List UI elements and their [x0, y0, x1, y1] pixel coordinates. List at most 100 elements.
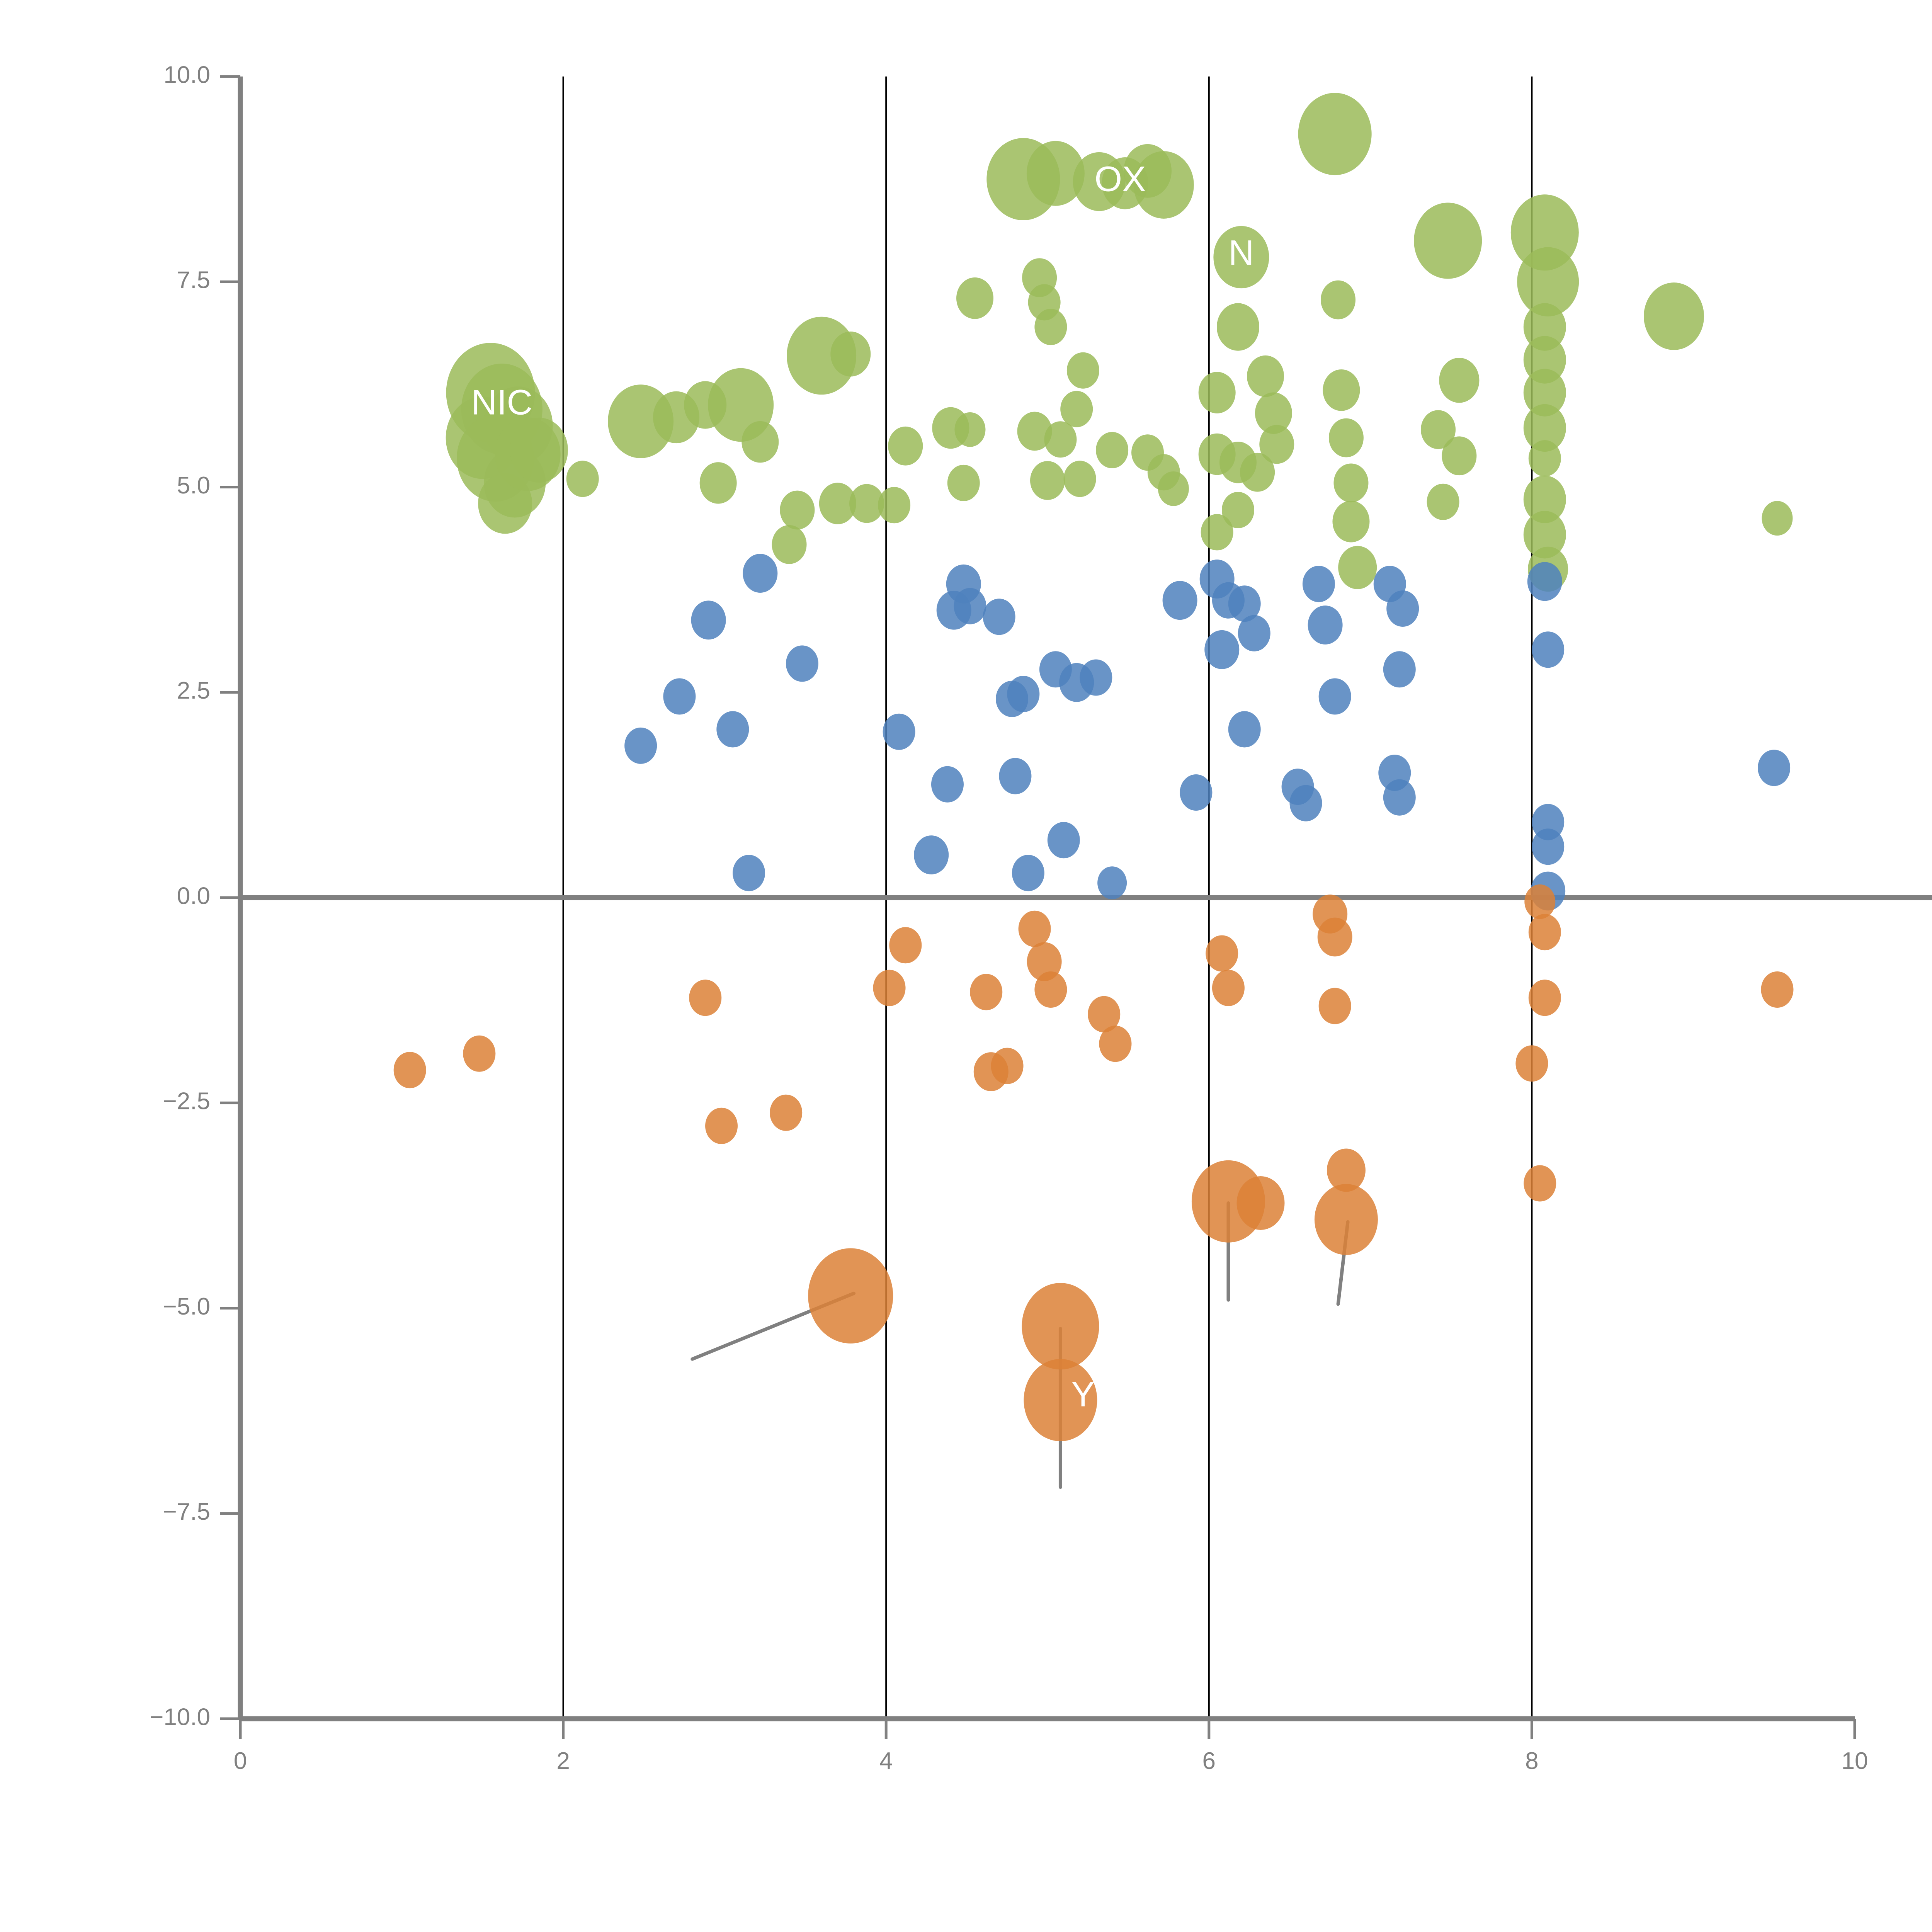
data-point-blue[interactable]: [743, 554, 778, 593]
data-point-orange[interactable]: [1236, 1176, 1285, 1230]
data-point-green[interactable]: [1333, 463, 1369, 503]
data-point-green[interactable]: [1222, 492, 1255, 529]
data-point-blue[interactable]: [914, 835, 949, 874]
data-point-blue[interactable]: [1162, 581, 1197, 620]
data-point-green[interactable]: [1102, 157, 1148, 209]
data-point-orange[interactable]: [1018, 910, 1051, 947]
data-point-orange[interactable]: [808, 1248, 893, 1344]
data-point-blue[interactable]: [983, 599, 1015, 635]
data-point-green[interactable]: [1066, 352, 1099, 389]
data-point-orange[interactable]: [1528, 980, 1561, 1016]
data-point-green[interactable]: [1321, 280, 1356, 320]
data-point-blue[interactable]: [931, 766, 964, 803]
data-point-green[interactable]: [1332, 500, 1370, 543]
data-point-green[interactable]: [566, 461, 599, 497]
data-point-blue[interactable]: [1386, 590, 1419, 627]
data-point-orange[interactable]: [1524, 1165, 1556, 1202]
data-point-green[interactable]: [1158, 471, 1189, 506]
data-point-green[interactable]: [1240, 452, 1275, 492]
data-point-green[interactable]: [1442, 436, 1477, 476]
data-point-green[interactable]: [1421, 410, 1456, 449]
data-point-orange[interactable]: [705, 1107, 738, 1144]
data-point-orange[interactable]: [1088, 996, 1121, 1032]
data-point-blue[interactable]: [1012, 855, 1044, 891]
data-point-green[interactable]: [1762, 501, 1793, 536]
data-point-green[interactable]: [1338, 546, 1377, 589]
data-point-blue[interactable]: [1383, 651, 1416, 688]
data-point-blue[interactable]: [1007, 675, 1040, 713]
data-point-blue[interactable]: [1097, 866, 1127, 900]
data-point-green[interactable]: [1063, 461, 1096, 497]
data-point-orange[interactable]: [873, 969, 906, 1006]
data-point-blue[interactable]: [733, 855, 765, 891]
data-point-green[interactable]: [1034, 309, 1067, 345]
data-point-blue[interactable]: [1289, 785, 1322, 821]
data-point-orange[interactable]: [1318, 988, 1351, 1024]
data-point-green[interactable]: [947, 464, 980, 501]
data-point-green[interactable]: [1201, 514, 1233, 551]
data-point-green[interactable]: [878, 487, 911, 524]
data-point-blue[interactable]: [1228, 711, 1261, 748]
data-point-orange[interactable]: [1524, 884, 1556, 919]
data-point-green[interactable]: [830, 332, 871, 377]
data-point-green[interactable]: [1213, 226, 1269, 289]
data-point-blue[interactable]: [1318, 678, 1351, 715]
data-point-orange[interactable]: [1761, 971, 1794, 1008]
data-point-blue[interactable]: [883, 713, 915, 750]
data-point-green[interactable]: [1133, 151, 1194, 219]
data-point-green[interactable]: [954, 412, 986, 447]
data-point-green[interactable]: [1044, 421, 1077, 458]
data-point-green[interactable]: [1523, 303, 1566, 351]
data-point-green[interactable]: [1523, 404, 1566, 452]
data-point-green[interactable]: [1528, 440, 1561, 477]
data-point-orange[interactable]: [1099, 1026, 1132, 1062]
data-point-green[interactable]: [1427, 483, 1459, 520]
data-point-orange[interactable]: [1024, 1359, 1097, 1441]
data-point-green[interactable]: [780, 490, 815, 530]
data-point-orange[interactable]: [1206, 935, 1238, 972]
data-point-green[interactable]: [819, 483, 856, 524]
data-point-blue[interactable]: [1047, 822, 1080, 859]
data-point-green[interactable]: [1414, 202, 1482, 279]
data-point-blue[interactable]: [1308, 605, 1343, 645]
data-point-orange[interactable]: [1212, 969, 1245, 1006]
data-point-green[interactable]: [1323, 369, 1360, 411]
data-point-green[interactable]: [1523, 369, 1566, 417]
data-point-green[interactable]: [1217, 303, 1260, 351]
data-point-orange[interactable]: [1034, 971, 1067, 1008]
data-point-green[interactable]: [1439, 358, 1480, 403]
data-point-green[interactable]: [1259, 425, 1294, 464]
data-point-orange[interactable]: [770, 1094, 803, 1131]
data-point-green[interactable]: [772, 525, 807, 564]
data-point-green[interactable]: [1644, 282, 1704, 350]
data-point-green[interactable]: [1255, 392, 1292, 434]
data-point-blue[interactable]: [954, 588, 986, 624]
data-point-blue[interactable]: [663, 678, 696, 715]
data-point-orange[interactable]: [1314, 1184, 1378, 1255]
data-point-blue[interactable]: [1238, 615, 1270, 651]
data-point-blue[interactable]: [1532, 828, 1565, 865]
data-point-green[interactable]: [956, 277, 993, 319]
data-point-blue[interactable]: [691, 600, 726, 640]
data-point-orange[interactable]: [393, 1052, 426, 1088]
data-point-green[interactable]: [1096, 432, 1129, 468]
data-point-green[interactable]: [1060, 391, 1093, 427]
data-point-green[interactable]: [888, 426, 923, 466]
data-point-orange[interactable]: [689, 980, 722, 1016]
data-point-green[interactable]: [1030, 461, 1065, 500]
data-point-green[interactable]: [1523, 511, 1566, 559]
data-point-blue[interactable]: [1383, 779, 1416, 816]
data-point-orange[interactable]: [991, 1048, 1024, 1084]
data-point-blue[interactable]: [1532, 631, 1565, 668]
data-point-orange[interactable]: [463, 1035, 496, 1072]
data-point-orange[interactable]: [1022, 1283, 1099, 1370]
data-points-group[interactable]: [393, 93, 1794, 1441]
data-point-blue[interactable]: [786, 645, 818, 682]
data-point-green[interactable]: [1523, 336, 1566, 384]
data-point-green[interactable]: [699, 462, 737, 504]
data-point-green[interactable]: [1523, 475, 1566, 523]
data-point-orange[interactable]: [1515, 1045, 1548, 1082]
data-point-blue[interactable]: [624, 727, 657, 764]
data-point-green[interactable]: [510, 417, 568, 483]
data-point-green[interactable]: [849, 484, 884, 523]
